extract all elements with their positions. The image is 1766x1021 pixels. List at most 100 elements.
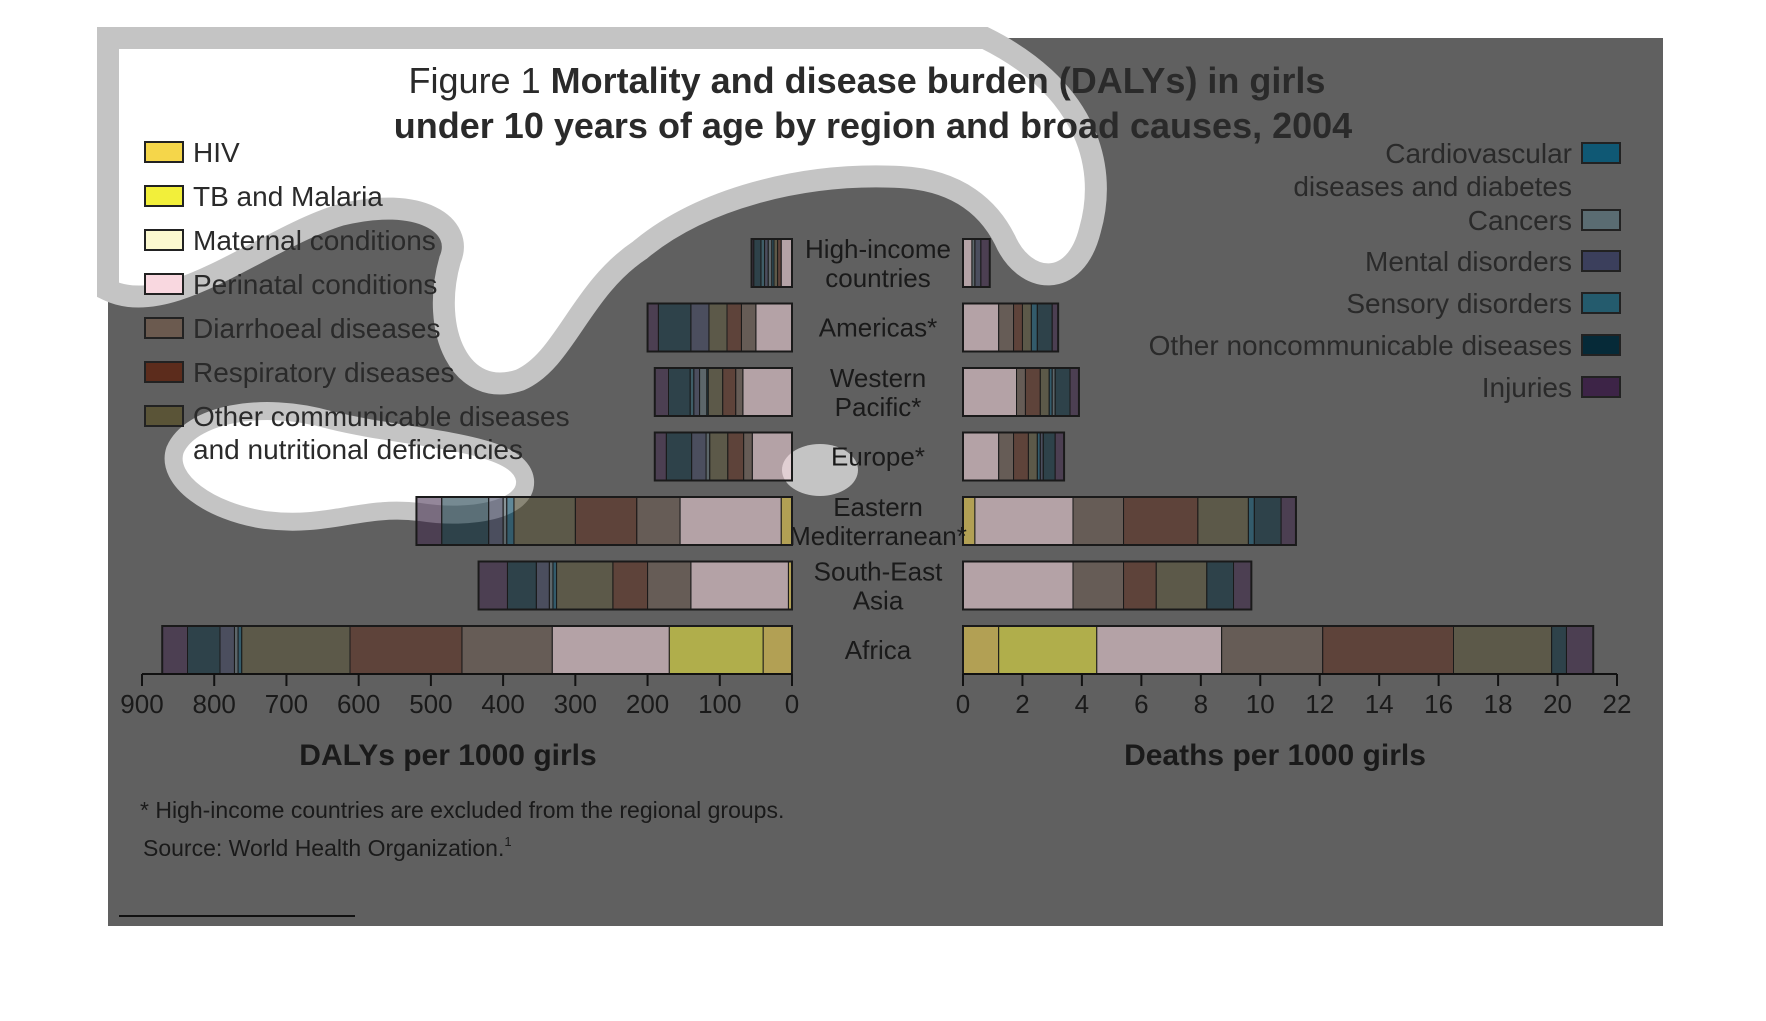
daly-bar-eastern-mediterranean-perinatal-conditions bbox=[679, 496, 782, 546]
daly-bar-outline-south-east-asia bbox=[477, 560, 793, 611]
source-line: Source: World Health Organization.1 bbox=[143, 834, 512, 861]
daly-bar-africa-injuries bbox=[161, 625, 189, 675]
deaths-tick-label: 20 bbox=[1543, 689, 1572, 719]
deaths-bar-western-pacific-perinatal-conditions bbox=[962, 367, 1018, 417]
daly-bar-europe-respiratory-diseases bbox=[727, 432, 745, 481]
legend-swatch-sensory-disorders bbox=[1581, 292, 1621, 314]
daly-bar-eastern-mediterranean-diarrhoeal-diseases bbox=[636, 496, 681, 546]
deaths-bar-africa-respiratory-diseases bbox=[1322, 625, 1454, 675]
deaths-bar-south-east-asia-perinatal-conditions bbox=[962, 561, 1074, 610]
legend-label-maternal-conditions: Maternal conditions bbox=[193, 225, 436, 256]
deaths-bar-south-east-asia-other-noncommunicable-diseases bbox=[1206, 561, 1235, 610]
deaths-bar-western-pacific-injuries bbox=[1069, 367, 1080, 417]
daly-bar-africa-other-communicable-diseases-and-nutritional-deficiencies bbox=[241, 625, 351, 675]
category-label-americas: Americas* bbox=[819, 313, 937, 343]
deaths-bar-south-east-asia-other-communicable-diseases-and-nutritional-deficiencies bbox=[1155, 561, 1208, 610]
daly-bar-western-pacific-other-noncommunicable-diseases bbox=[668, 367, 691, 417]
deaths-bar-western-pacific-respiratory-diseases bbox=[1024, 367, 1041, 417]
deaths-bar-eastern-mediterranean-other-communicable-diseases-and-nutritional-deficiencies bbox=[1197, 496, 1249, 546]
daly-bar-high-income-countries-sensory-disorders bbox=[760, 238, 766, 288]
deaths-bar-europe-respiratory-diseases bbox=[1013, 432, 1029, 481]
deaths-tick-label: 8 bbox=[1194, 689, 1208, 719]
daly-bar-africa-diarrhoeal-diseases bbox=[461, 625, 553, 675]
legend-label-other-noncommunicable-diseases: Other noncommunicable diseases bbox=[1149, 330, 1572, 361]
legend-label-respiratory-diseases: Respiratory diseases bbox=[193, 357, 454, 388]
daly-bar-africa-perinatal-conditions bbox=[551, 625, 670, 675]
daly-bar-western-pacific-other-communicable-diseases-and-nutritional-deficiencies bbox=[707, 367, 724, 417]
deaths-bar-africa-tb-and-malaria bbox=[998, 625, 1098, 675]
deaths-bar-high-income-countries-injuries bbox=[980, 238, 991, 288]
title-line-2: under 10 years of age by region and broa… bbox=[394, 105, 1352, 146]
daly-bar-south-east-asia-other-noncommunicable-diseases bbox=[506, 561, 537, 610]
legend-swatch-maternal-conditions bbox=[144, 229, 184, 251]
deaths-bar-europe-diarrhoeal-diseases bbox=[998, 432, 1015, 481]
daly-bar-south-east-asia-other-communicable-diseases-and-nutritional-deficiencies bbox=[556, 561, 614, 610]
daly-bar-south-east-asia-cancers bbox=[548, 561, 554, 610]
deaths-bar-africa-other-communicable-diseases-and-nutritional-deficiencies bbox=[1453, 625, 1553, 675]
deaths-bar-europe-perinatal-conditions bbox=[962, 432, 1000, 481]
legend-swatch-cardiovascular bbox=[1581, 142, 1621, 164]
daly-bar-south-east-asia-injuries bbox=[478, 561, 508, 610]
deaths-bar-americas-cardiovascular-diseases-and-diabetes bbox=[1030, 303, 1038, 352]
chart-title: Figure 1 Mortality and disease burden (D… bbox=[394, 60, 1352, 146]
legend-label-sensory-disorders: Sensory disorders bbox=[1346, 288, 1572, 319]
category-label-high-income-countries-line1: High-income bbox=[805, 234, 951, 264]
source-text: Source: World Health Organization. bbox=[143, 835, 504, 861]
daly-bar-south-east-asia-mental-disorders bbox=[535, 561, 550, 610]
daly-tick-label: 900 bbox=[120, 689, 163, 719]
daly-tick-label: 200 bbox=[626, 689, 669, 719]
daly-bar-africa-cardiovascular-diseases-and-diabetes bbox=[237, 625, 243, 675]
legend-label-cancers: Cancers bbox=[1468, 205, 1572, 236]
daly-tick-label: 700 bbox=[265, 689, 308, 719]
daly-bar-americas-mental-disorders bbox=[690, 303, 710, 352]
category-label-western-pacific-line2: Pacific* bbox=[835, 392, 922, 422]
deaths-bar-europe-other-noncommunicable-diseases bbox=[1042, 432, 1056, 481]
footnote: * High-income countries are excluded fro… bbox=[140, 797, 784, 823]
daly-bar-americas-diarrhoeal-diseases bbox=[740, 303, 757, 352]
daly-bar-americas-perinatal-conditions bbox=[755, 303, 793, 352]
daly-bar-high-income-countries-other-noncommunicable-diseases bbox=[753, 238, 762, 288]
deaths-bar-eastern-mediterranean-cardiovascular-diseases-and-diabetes bbox=[1247, 496, 1255, 546]
deaths-ticks: 0 2 4 6 8 10 12 14 16 18 20 22 bbox=[956, 674, 1631, 719]
deaths-bar-south-east-asia-respiratory-diseases bbox=[1123, 561, 1157, 610]
deaths-bar-outline-eastern-mediterranean bbox=[962, 496, 1297, 546]
daly-bar-high-income-countries-perinatal-conditions bbox=[780, 238, 793, 288]
deaths-bar-high-income-countries-mental-disorders bbox=[974, 238, 982, 288]
deaths-bar-eastern-mediterranean-diarrhoeal-diseases bbox=[1072, 496, 1125, 546]
deaths-tick-label: 10 bbox=[1246, 689, 1275, 719]
daly-bar-eastern-mediterranean-respiratory-diseases bbox=[574, 496, 638, 546]
daly-bar-europe-other-noncommunicable-diseases bbox=[665, 432, 693, 481]
blob-small bbox=[782, 444, 858, 496]
daly-bar-europe-perinatal-conditions bbox=[751, 432, 793, 481]
daly-tick-label: 100 bbox=[698, 689, 741, 719]
daly-tick-label: 500 bbox=[409, 689, 452, 719]
category-label-south-east-asia-line2: Asia bbox=[853, 586, 904, 616]
daly-bar-africa-mental-disorders bbox=[219, 625, 235, 675]
category-label-high-income-countries-line2: countries bbox=[825, 263, 931, 293]
daly-bar-eastern-mediterranean-other-communicable-diseases-and-nutritional-deficiencies bbox=[513, 496, 576, 546]
legend-swatch-mental-disorders bbox=[1581, 250, 1621, 272]
daly-bar-western-pacific-injuries bbox=[654, 367, 670, 417]
deaths-tick-label: 12 bbox=[1305, 689, 1334, 719]
legend-label-perinatal-conditions: Perinatal conditions bbox=[193, 269, 437, 300]
daly-bar-western-pacific-perinatal-conditions bbox=[742, 367, 793, 417]
deaths-bars bbox=[962, 238, 1595, 675]
legend-label-injuries: Injuries bbox=[1482, 372, 1572, 403]
deaths-bar-western-pacific-other-noncommunicable-diseases bbox=[1054, 367, 1071, 417]
white-blob-overlay bbox=[97, 27, 1107, 531]
legend-label-cardiovascular: Cardiovascular bbox=[1385, 138, 1572, 169]
category-label-europe: Europe* bbox=[831, 442, 925, 472]
deaths-bar-eastern-mediterranean-injuries bbox=[1280, 496, 1297, 546]
daly-tick-label: 800 bbox=[193, 689, 236, 719]
title-bold-1: Mortality and disease burden (DALYs) in … bbox=[551, 60, 1326, 101]
daly-bar-africa-hiv bbox=[762, 625, 793, 675]
daly-bar-europe-mental-disorders bbox=[691, 432, 707, 481]
deaths-bar-eastern-mediterranean-respiratory-diseases bbox=[1123, 496, 1199, 546]
category-label-africa: Africa bbox=[845, 635, 912, 665]
deaths-tick-label: 2 bbox=[1015, 689, 1029, 719]
legend-swatch-other-noncommunicable-diseases bbox=[1581, 334, 1621, 356]
